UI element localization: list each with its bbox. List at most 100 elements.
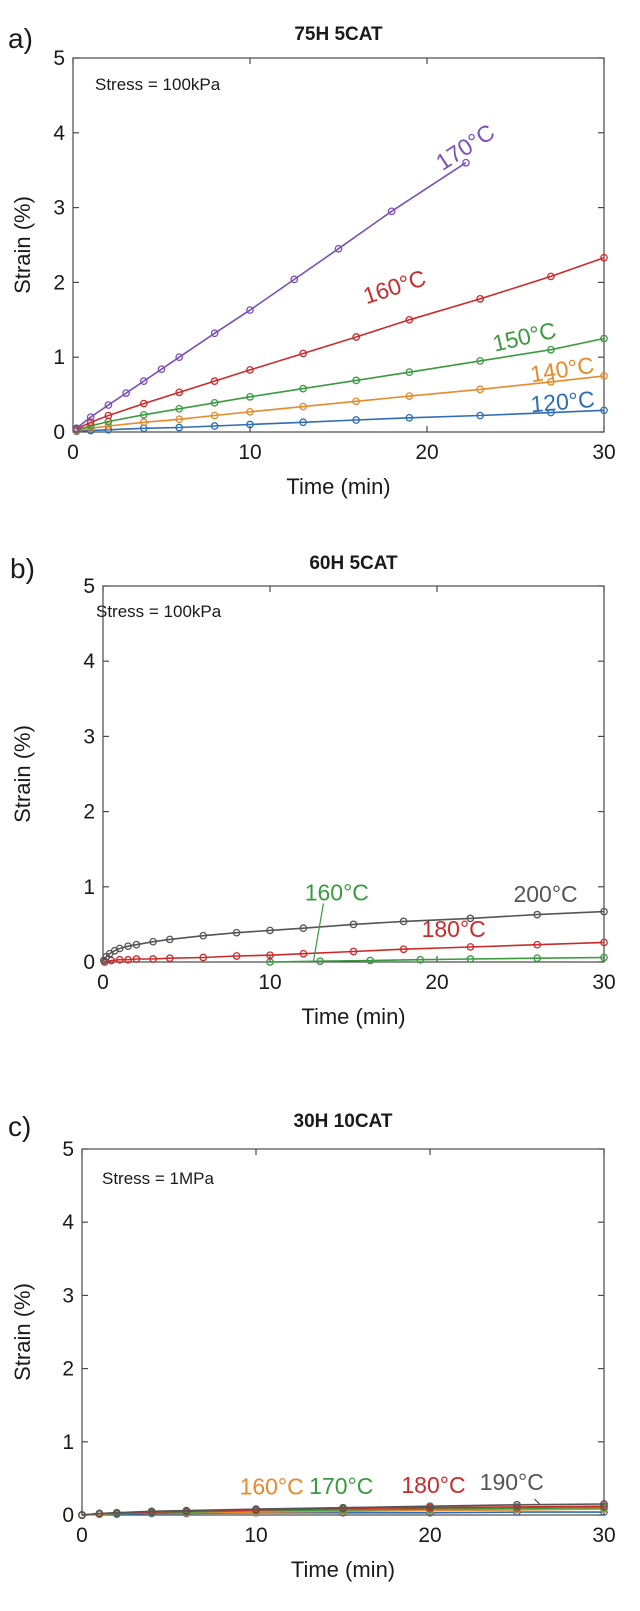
series-line-4 — [76, 256, 605, 430]
x-tick-label: 0 — [67, 441, 79, 464]
data-point — [124, 942, 132, 951]
data-point — [124, 955, 132, 964]
series-label: 170°C — [431, 119, 499, 176]
data-point — [139, 399, 148, 408]
x-tick-label: 30 — [592, 441, 615, 464]
data-point — [600, 253, 608, 262]
y-tick-label: 0 — [62, 1504, 74, 1527]
series-label: 200°C — [513, 881, 577, 907]
data-point — [416, 955, 425, 964]
data-point — [405, 413, 414, 422]
data-point — [122, 389, 130, 397]
data-point — [246, 420, 254, 429]
data-point — [115, 955, 124, 964]
data-point — [600, 1500, 608, 1508]
data-point — [104, 401, 113, 409]
data-point — [175, 388, 184, 397]
plot-frame — [81, 1148, 605, 1516]
data-point — [147, 1507, 156, 1516]
data-point — [387, 207, 396, 216]
data-point — [426, 1502, 434, 1511]
data-point — [547, 345, 555, 354]
y-tick-label: 3 — [53, 197, 65, 220]
y-tick-label: 1 — [62, 1431, 74, 1454]
chart-title: 75H 5CAT — [294, 24, 383, 45]
x-tick-label: 0 — [97, 971, 109, 994]
data-point — [175, 415, 184, 424]
data-point — [210, 422, 219, 430]
series-label: 140°C — [528, 352, 595, 388]
data-point — [210, 329, 219, 338]
x-axis-label: Time (min) — [301, 1004, 405, 1029]
data-point — [165, 935, 174, 944]
data-point — [352, 416, 361, 424]
data-point — [476, 385, 484, 394]
data-point — [149, 955, 157, 963]
data-point — [210, 411, 219, 420]
y-axis-label: Strain (%) — [10, 196, 35, 294]
y-tick-label: 1 — [53, 346, 65, 369]
panel-label: b) — [10, 553, 35, 584]
data-point — [462, 158, 470, 167]
label-leader-line — [312, 903, 325, 962]
data-point — [476, 295, 484, 303]
data-point — [405, 315, 414, 324]
series-label: 190°C — [480, 1469, 544, 1495]
data-point — [533, 954, 542, 963]
series-label: 120°C — [529, 386, 595, 417]
data-point — [175, 423, 184, 432]
data-point — [533, 910, 542, 919]
data-point — [399, 945, 408, 954]
series-label: 180°C — [401, 1472, 465, 1498]
x-tick-label: 20 — [418, 1524, 441, 1547]
x-axis-label: Time (min) — [286, 474, 390, 499]
data-point — [165, 954, 174, 963]
y-tick-label: 0 — [83, 951, 95, 974]
series-line-2 — [76, 375, 605, 432]
data-point — [547, 408, 555, 417]
data-point — [139, 410, 148, 419]
y-tick-label: 5 — [62, 1138, 74, 1161]
y-tick-label: 5 — [83, 575, 95, 598]
data-point — [139, 377, 148, 385]
data-point — [299, 384, 307, 393]
data-point — [533, 940, 542, 949]
data-point — [299, 402, 307, 411]
plot-frame — [72, 57, 605, 433]
data-point — [352, 333, 361, 341]
series-line-3 — [103, 910, 605, 961]
series-label: 170°C — [309, 1473, 373, 1499]
plot-frame — [102, 585, 605, 963]
data-point — [299, 924, 308, 933]
data-point — [210, 377, 219, 385]
data-point — [132, 955, 141, 963]
data-point — [175, 353, 184, 362]
data-point — [513, 1500, 521, 1509]
data-point — [107, 956, 116, 965]
data-point — [86, 413, 95, 421]
chart-panel-2: 0 10 20 30 0 1 2 3 4 5 60H 5CAT b) Stress = 100kPa Ti… — [10, 553, 616, 1029]
series-line-2 — [104, 941, 605, 963]
y-tick-label: 2 — [53, 271, 65, 294]
series-label: 180°C — [422, 916, 486, 942]
data-point — [466, 955, 475, 963]
data-point — [339, 1503, 347, 1512]
y-axis-label: Strain (%) — [10, 1283, 35, 1381]
panel-label: a) — [8, 23, 33, 54]
y-tick-label: 3 — [62, 1284, 74, 1307]
data-point — [266, 951, 274, 960]
data-point — [349, 920, 358, 929]
data-point — [182, 1506, 191, 1515]
data-point — [476, 411, 484, 420]
data-point — [95, 1509, 104, 1518]
data-point — [246, 366, 254, 374]
data-point — [252, 1505, 260, 1513]
stress-annotation: Stress = 1MPa — [102, 1169, 215, 1188]
data-point — [104, 411, 113, 420]
data-point — [290, 275, 299, 284]
y-tick-label: 0 — [53, 421, 65, 444]
data-point — [112, 1508, 121, 1517]
series-line-5 — [81, 1503, 605, 1516]
x-tick-label: 10 — [238, 441, 261, 464]
